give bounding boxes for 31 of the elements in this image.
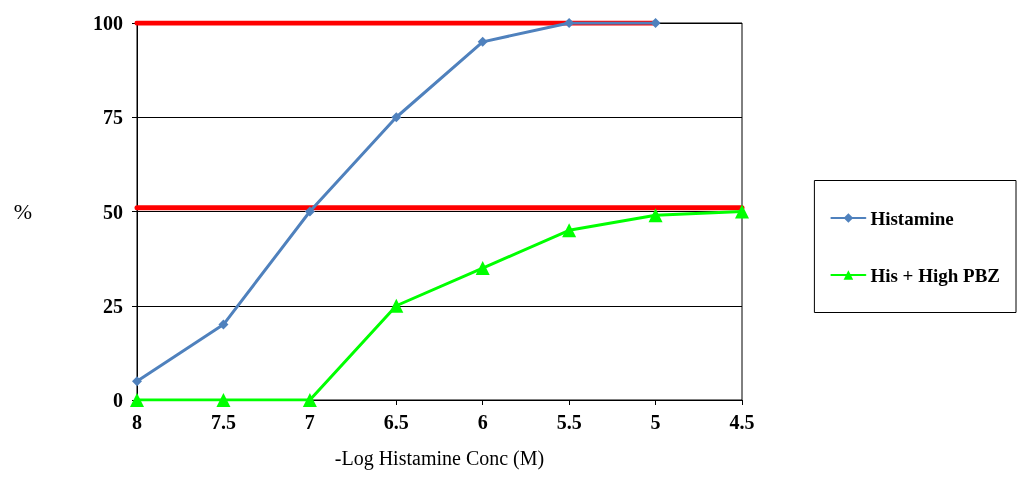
x-tick-label: 6 [477, 411, 488, 433]
point [477, 36, 488, 47]
point [475, 261, 490, 276]
point [302, 393, 317, 407]
point [735, 204, 749, 219]
point [132, 376, 142, 387]
x-tick-label: 7 [304, 411, 315, 433]
point [130, 393, 144, 407]
legend-label: Histamine [870, 207, 954, 229]
y-axis-title: % [13, 199, 32, 224]
point [650, 18, 661, 28]
y-tick-label: 100 [93, 12, 123, 34]
y-tick-label: 75 [103, 106, 123, 129]
point [218, 319, 229, 330]
point [391, 112, 402, 123]
x-tick-label: 4.5 [729, 411, 755, 433]
x-axis-title: -Log Histamine Conc (M) [334, 447, 545, 470]
point [648, 208, 663, 223]
x-tick-label: 6.5 [383, 411, 409, 433]
x-tick-label: 5.5 [556, 411, 582, 433]
point [216, 393, 231, 407]
point [389, 298, 404, 313]
x-tick-label: 5 [650, 411, 661, 433]
x-tick-label: 7.5 [210, 411, 236, 433]
point [562, 223, 577, 238]
x-tick-label: 8 [132, 411, 142, 433]
y-tick-label: 0 [113, 389, 123, 411]
legend-label: His + High PBZ [870, 264, 1000, 286]
y-tick-label: 25 [103, 294, 123, 317]
point [304, 206, 315, 217]
y-tick-label: 50 [103, 200, 123, 223]
